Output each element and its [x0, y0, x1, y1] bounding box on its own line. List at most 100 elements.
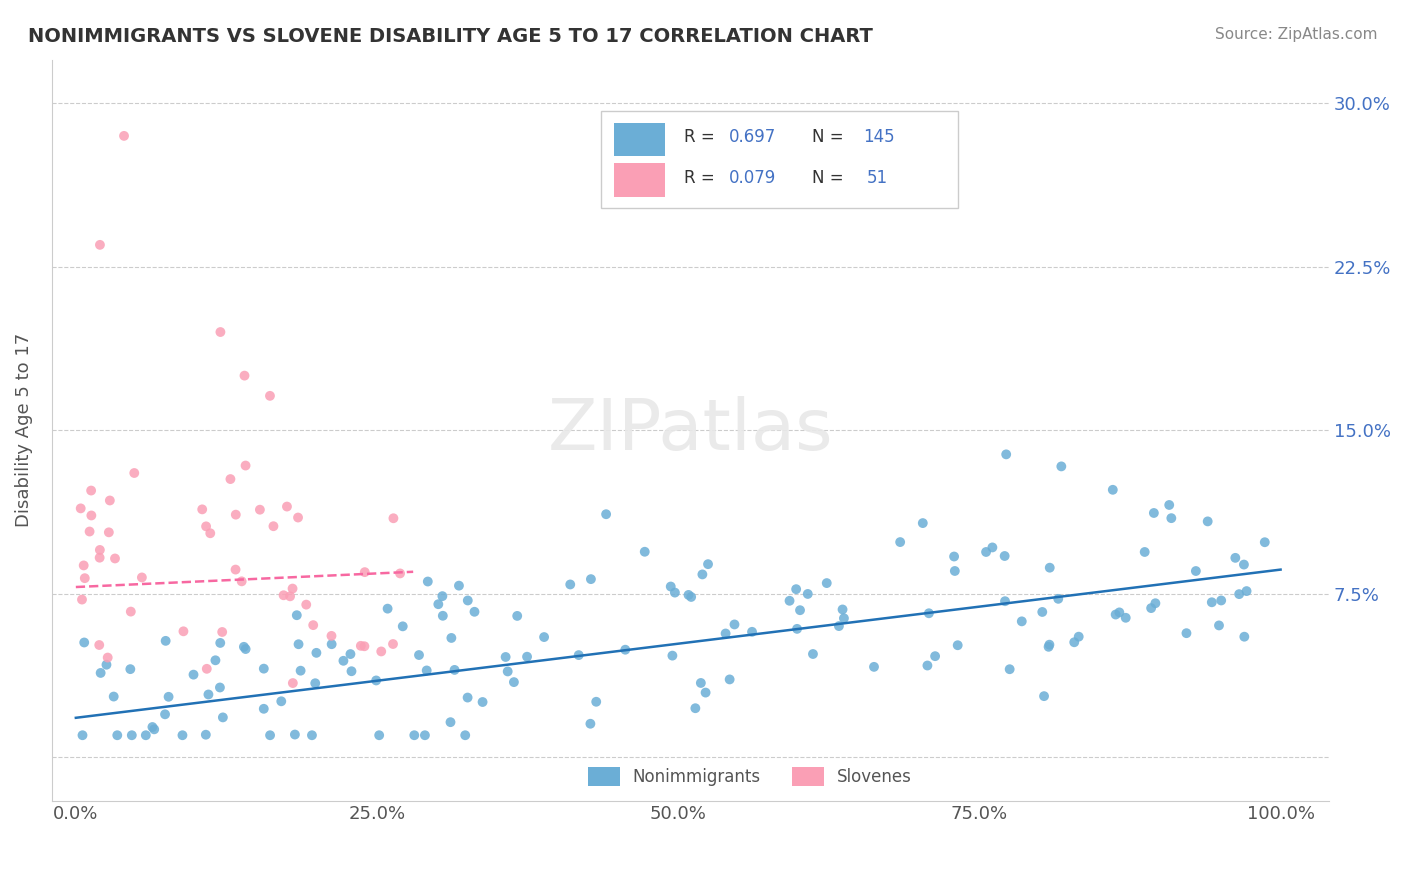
Nonimmigrants	[1063, 635, 1085, 649]
Nonimmigrants	[1039, 560, 1062, 574]
Nonimmigrants	[408, 648, 430, 662]
Slovenes	[231, 574, 253, 589]
Slovenes	[249, 502, 271, 516]
Nonimmigrants	[1143, 506, 1166, 520]
Nonimmigrants	[454, 728, 477, 742]
Slovenes	[70, 592, 93, 607]
Nonimmigrants	[471, 695, 494, 709]
Nonimmigrants	[718, 673, 741, 687]
Nonimmigrants	[183, 667, 205, 681]
Nonimmigrants	[832, 611, 855, 625]
Nonimmigrants	[918, 607, 941, 621]
Nonimmigrants	[994, 549, 1017, 563]
Slovenes	[219, 472, 242, 486]
Nonimmigrants	[785, 582, 807, 597]
Slovenes	[382, 637, 405, 651]
Nonimmigrants	[943, 564, 966, 578]
Text: R =: R =	[683, 169, 720, 187]
Slovenes	[353, 565, 375, 579]
Nonimmigrants	[659, 580, 682, 594]
Text: ZIPatlas: ZIPatlas	[547, 396, 834, 465]
Nonimmigrants	[439, 715, 461, 730]
Nonimmigrants	[1254, 535, 1277, 549]
Nonimmigrants	[157, 690, 180, 704]
FancyBboxPatch shape	[793, 767, 824, 786]
Nonimmigrants	[172, 728, 194, 742]
Slovenes	[195, 662, 218, 676]
Nonimmigrants	[678, 588, 700, 602]
Slovenes	[112, 128, 135, 143]
Slovenes	[79, 524, 101, 539]
Nonimmigrants	[741, 624, 763, 639]
Nonimmigrants	[579, 716, 602, 731]
Text: Slovenes: Slovenes	[837, 768, 912, 786]
Nonimmigrants	[155, 633, 177, 648]
Slovenes	[122, 466, 145, 480]
Nonimmigrants	[447, 579, 470, 593]
Nonimmigrants	[103, 690, 125, 704]
Nonimmigrants	[496, 665, 519, 679]
Nonimmigrants	[889, 535, 911, 549]
Slovenes	[97, 525, 120, 540]
Slovenes	[104, 551, 127, 566]
Slovenes	[209, 325, 232, 339]
Nonimmigrants	[1140, 601, 1163, 615]
Slovenes	[389, 566, 412, 581]
Slovenes	[225, 563, 247, 577]
Nonimmigrants	[153, 707, 176, 722]
Nonimmigrants	[457, 690, 479, 705]
Nonimmigrants	[994, 594, 1017, 608]
Nonimmigrants	[440, 631, 463, 645]
Nonimmigrants	[253, 702, 276, 716]
Slovenes	[370, 644, 392, 658]
Nonimmigrants	[1225, 550, 1247, 565]
Nonimmigrants	[208, 681, 231, 695]
Nonimmigrants	[1101, 483, 1123, 497]
Slovenes	[262, 519, 284, 533]
Nonimmigrants	[943, 549, 966, 564]
Nonimmigrants	[1031, 605, 1053, 619]
Nonimmigrants	[1144, 596, 1167, 610]
Slovenes	[191, 502, 214, 516]
Nonimmigrants	[664, 585, 686, 599]
Nonimmigrants	[284, 727, 307, 741]
Nonimmigrants	[321, 637, 343, 651]
Slovenes	[321, 629, 343, 643]
Slovenes	[195, 519, 218, 533]
Nonimmigrants	[689, 676, 711, 690]
Nonimmigrants	[432, 608, 454, 623]
Nonimmigrants	[143, 723, 166, 737]
Nonimmigrants	[73, 635, 96, 649]
Nonimmigrants	[443, 663, 465, 677]
Slovenes	[211, 625, 233, 640]
Nonimmigrants	[911, 516, 934, 530]
Nonimmigrants	[1033, 689, 1056, 703]
Nonimmigrants	[1197, 515, 1219, 529]
Slovenes	[80, 508, 103, 523]
Slovenes	[233, 368, 256, 383]
Nonimmigrants	[1201, 595, 1223, 609]
Nonimmigrants	[415, 664, 437, 678]
Nonimmigrants	[304, 676, 326, 690]
Nonimmigrants	[96, 657, 118, 672]
Slovenes	[89, 543, 111, 558]
Nonimmigrants	[235, 642, 257, 657]
Nonimmigrants	[391, 619, 413, 633]
Nonimmigrants	[72, 728, 94, 742]
Slovenes	[281, 676, 304, 690]
Nonimmigrants	[141, 720, 163, 734]
FancyBboxPatch shape	[613, 163, 665, 197]
Nonimmigrants	[120, 662, 142, 676]
Slovenes	[235, 458, 257, 473]
Nonimmigrants	[1227, 587, 1250, 601]
Nonimmigrants	[560, 577, 582, 591]
Nonimmigrants	[723, 617, 745, 632]
Nonimmigrants	[998, 662, 1021, 676]
Slovenes	[120, 605, 142, 619]
Nonimmigrants	[692, 567, 714, 582]
Nonimmigrants	[1133, 545, 1156, 559]
Slovenes	[295, 598, 318, 612]
Text: R =: R =	[683, 128, 720, 146]
Nonimmigrants	[332, 654, 354, 668]
Nonimmigrants	[340, 665, 363, 679]
